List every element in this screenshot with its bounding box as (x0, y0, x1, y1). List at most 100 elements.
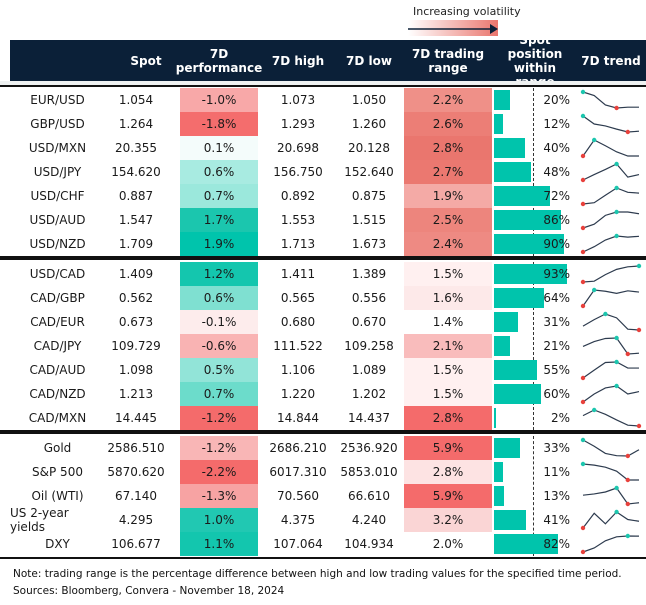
trading-range-cell: 1.4% (404, 310, 492, 334)
performance-cell: 1.1% (180, 532, 258, 556)
position-bar (494, 138, 526, 158)
low-value: 1.050 (351, 93, 387, 107)
trend-low-marker (580, 153, 586, 159)
trend-low-marker (636, 423, 642, 429)
performance-cell: -2.2% (180, 460, 258, 484)
trend-high-marker (614, 383, 619, 389)
performance-cell: 0.6% (180, 160, 258, 184)
trend-high-marker (614, 509, 619, 515)
pair-label: S&P 500 (32, 465, 83, 479)
low-value: 1.260 (351, 117, 387, 131)
trend-high-marker (614, 485, 619, 491)
col-7d-high: 7D high (271, 53, 325, 68)
position-bar (494, 312, 519, 332)
trend-low-marker (636, 327, 642, 333)
performance-cell: -1.2% (180, 436, 258, 460)
spot-value: 0.887 (118, 189, 154, 203)
low-value: 0.875 (351, 189, 387, 203)
trend-sparkline (580, 533, 640, 555)
position-bar (494, 462, 503, 482)
trend-low-marker (580, 525, 586, 531)
performance-cell: 0.1% (180, 136, 258, 160)
table-header: Spot 7D performance 7D high 7D low 7D tr… (10, 33, 646, 89)
midpoint-line (533, 436, 534, 556)
performance-cell: -0.1% (180, 310, 258, 334)
trading-range-cell: 2.5% (404, 208, 492, 232)
spot-value: 4.295 (118, 513, 154, 527)
group-separator (0, 81, 646, 87)
pair-label: USD/AUD (29, 213, 86, 227)
pair-label: CAD/NZD (29, 387, 86, 401)
trend-line (582, 409, 640, 427)
trend-high-marker (592, 407, 597, 413)
trend-sparkline (580, 359, 639, 381)
trend-sparkline (582, 407, 642, 429)
high-value: 70.560 (277, 489, 319, 503)
pair-label: GBP/USD (30, 117, 85, 131)
performance-cell: -0.6% (180, 334, 258, 358)
trend-sparkline (580, 113, 640, 135)
trend-low-marker (580, 375, 586, 381)
trend-low-marker (625, 351, 630, 357)
trend-line (582, 511, 640, 529)
trend-low-marker (580, 399, 586, 405)
trend-line (582, 163, 640, 181)
low-value: 1.089 (351, 363, 387, 377)
trading-range-cell: 2.1% (404, 334, 492, 358)
trading-range-cell: 2.8% (404, 460, 492, 484)
performance-cell: -1.3% (180, 484, 258, 508)
pair-label: DXY (45, 537, 70, 551)
position-bar (494, 534, 558, 554)
position-label: 86% (543, 213, 570, 227)
position-label: 2% (550, 411, 570, 425)
table-row: US 2-year yields 4.295 1.0% 4.375 4.240 3.2% 4… (0, 506, 646, 534)
trading-range-cell: 1.5% (404, 382, 492, 406)
low-value: 0.670 (351, 315, 387, 329)
trading-range-cell: 1.5% (404, 358, 492, 382)
table-row: Oil (WTI) 67.140 -1.3% 70.560 66.610 5.9% 13% (0, 484, 646, 508)
position-label: 55% (543, 363, 570, 377)
performance-cell: 1.9% (180, 232, 258, 256)
trend-line (582, 235, 640, 253)
col-7d-performance: 7D performance (175, 46, 263, 75)
performance-cell: -1.0% (180, 88, 258, 112)
high-value: 4.375 (280, 513, 316, 527)
low-value: 66.610 (348, 489, 390, 503)
high-value: 1.411 (280, 267, 316, 281)
col-7d-low: 7D low (346, 53, 392, 68)
high-value: 107.064 (273, 537, 323, 551)
trend-line (582, 337, 640, 355)
position-label: 12% (543, 117, 570, 131)
low-value: 5853.010 (340, 465, 398, 479)
trend-sparkline (580, 509, 640, 531)
position-bar (494, 90, 510, 110)
trend-high-marker (614, 359, 619, 365)
position-bar (494, 486, 505, 506)
position-label: 33% (543, 441, 570, 455)
spot-value: 5870.620 (107, 465, 165, 479)
table-bottom-border (0, 557, 646, 559)
trend-line (582, 463, 639, 481)
position-label: 13% (543, 489, 570, 503)
spot-value: 1.098 (118, 363, 154, 377)
trend-low-marker (625, 129, 630, 135)
table-row: CAD/NZD 1.213 0.7% 1.220 1.202 1.5% 60% (0, 382, 646, 406)
trend-high-marker (580, 437, 586, 443)
spot-value: 20.355 (115, 141, 157, 155)
low-value: 14.437 (348, 411, 390, 425)
trading-range-cell: 2.2% (404, 88, 492, 112)
trend-sparkline (582, 485, 640, 507)
trend-high-marker (625, 533, 630, 539)
trend-low-marker (580, 549, 586, 555)
pair-label: CAD/GBP (30, 291, 85, 305)
table-row: USD/NZD 1.709 1.9% 1.713 1.673 2.4% 90% (0, 232, 646, 256)
performance-cell: 1.2% (180, 262, 258, 286)
pair-label: CAD/JPY (33, 339, 82, 353)
trend-low-marker (580, 177, 586, 183)
high-value: 0.892 (280, 189, 316, 203)
trend-line (582, 115, 640, 133)
footnote: Note: trading range is the percentage di… (13, 568, 622, 580)
performance-cell: -1.2% (180, 406, 258, 430)
trend-line (582, 313, 640, 331)
spot-value: 0.562 (118, 291, 154, 305)
